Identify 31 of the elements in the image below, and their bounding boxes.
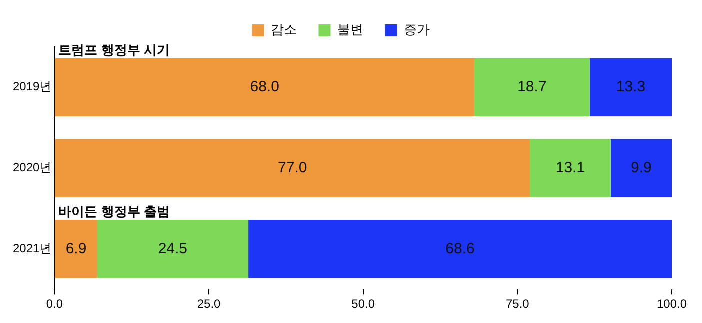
- legend-label: 증가: [404, 22, 430, 38]
- bar: [55, 58, 474, 117]
- bar: [610, 139, 672, 198]
- x-tick-label: 50.0: [352, 297, 376, 312]
- data-label: 13.1: [556, 159, 586, 176]
- annotation: 트럼프 행정부 시기: [58, 42, 170, 58]
- x-tick-label: 75.0: [506, 297, 530, 312]
- data-label: 18.7: [518, 78, 547, 96]
- bar: [590, 58, 672, 117]
- data-label: 9.9: [631, 159, 652, 176]
- bar: [55, 139, 530, 198]
- y-tick-label: 2019년: [12, 80, 52, 94]
- bar: [55, 220, 98, 278]
- bar: [248, 220, 672, 278]
- y-tick-label: 2020년: [12, 160, 52, 175]
- data-label: 13.3: [616, 78, 646, 96]
- x-tick-label: 25.0: [197, 297, 222, 312]
- y-tick-label: 2021년: [12, 241, 52, 256]
- legend-label: 감소: [270, 22, 297, 38]
- bar: [474, 58, 590, 117]
- data-label: 68.0: [250, 78, 280, 96]
- bar: [97, 220, 249, 278]
- annotation: 바이든 행정부 출범: [58, 204, 170, 220]
- data-label: 77.0: [278, 159, 308, 176]
- data-label: 68.6: [446, 240, 475, 258]
- x-tick-label: 0.0: [46, 297, 64, 312]
- legend-label: 불변: [337, 22, 364, 38]
- bar: [530, 139, 611, 198]
- x-tick-label: 100.0: [656, 297, 688, 312]
- data-label: 24.5: [158, 240, 188, 258]
- data-label: 6.9: [66, 240, 87, 258]
